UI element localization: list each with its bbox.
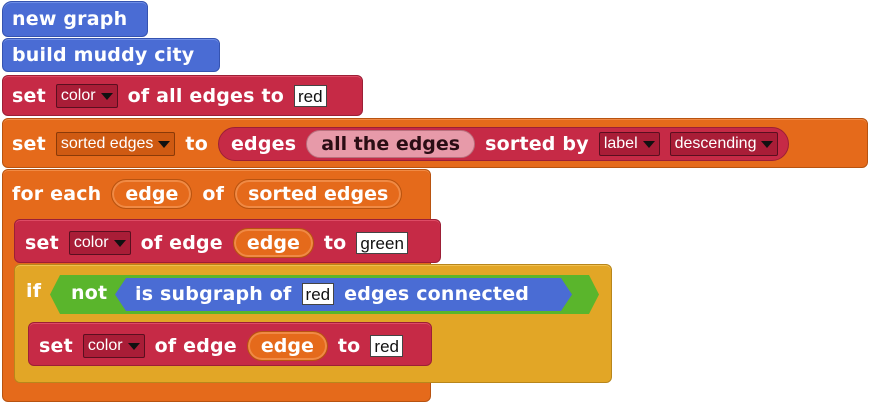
- for-each-label: for each: [12, 183, 102, 205]
- attribute-value: color: [87, 337, 123, 354]
- build-muddy-city-label: build muddy city: [12, 44, 195, 66]
- sort-order-value: descending: [674, 135, 757, 152]
- set-color-all-edges-block[interactable]: set color of all edges to red: [2, 75, 363, 116]
- set-sorted-edges-block[interactable]: set sorted edges to edges all the edges …: [2, 118, 868, 168]
- to-label: to: [323, 232, 347, 254]
- of-edge-label: of edge: [140, 232, 223, 254]
- chevron-down-icon: [642, 140, 655, 148]
- sort-order-dropdown[interactable]: descending: [669, 132, 779, 156]
- set-keyword: set: [39, 335, 73, 357]
- sorted-edges-reporter[interactable]: edges all the edges sorted by label desc…: [217, 127, 790, 161]
- edges-connected-label: edges connected: [344, 283, 530, 305]
- edges-label: edges: [230, 133, 297, 155]
- is-subgraph-predicate[interactable]: [115, 278, 572, 311]
- sorted-by-label: sorted by: [485, 133, 589, 155]
- chevron-down-icon: [100, 92, 113, 100]
- color-value-slot[interactable]: red: [301, 283, 335, 305]
- set-color-edge-red-block[interactable]: set color of edge edge to red: [28, 322, 432, 366]
- sort-key-value: label: [603, 135, 638, 152]
- attribute-value: color: [73, 234, 109, 251]
- all-the-edges-reporter[interactable]: all the edges: [306, 130, 476, 158]
- color-value-slot[interactable]: red: [294, 85, 327, 107]
- if-keyword: if: [26, 280, 42, 302]
- build-muddy-city-block[interactable]: build muddy city: [2, 38, 220, 72]
- to-label: to: [337, 335, 361, 357]
- attribute-value: color: [60, 87, 96, 104]
- attribute-dropdown[interactable]: color: [55, 84, 118, 108]
- is-subgraph-of-label: is subgraph of: [135, 283, 292, 305]
- variable-value: sorted edges: [60, 135, 154, 152]
- chevron-down-icon: [761, 140, 774, 148]
- chevron-down-icon: [158, 140, 171, 148]
- not-label: not: [71, 282, 108, 304]
- sort-key-dropdown[interactable]: label: [598, 132, 660, 156]
- of-all-edges-label: of all edges to: [127, 85, 285, 107]
- list-variable[interactable]: sorted edges: [234, 179, 403, 209]
- loop-variable[interactable]: edge: [111, 179, 193, 209]
- attribute-dropdown[interactable]: color: [82, 334, 145, 358]
- color-value-slot[interactable]: red: [370, 335, 403, 357]
- color-value-slot[interactable]: green: [356, 232, 408, 254]
- chevron-down-icon: [113, 239, 126, 247]
- of-edge-label: of edge: [154, 335, 237, 357]
- to-label: to: [185, 133, 208, 155]
- attribute-dropdown[interactable]: color: [68, 231, 131, 255]
- set-color-edge-green-block[interactable]: set color of edge edge to green: [14, 219, 441, 263]
- edge-variable[interactable]: edge: [232, 228, 314, 258]
- set-keyword: set: [12, 85, 46, 107]
- set-keyword: set: [25, 232, 59, 254]
- new-graph-block[interactable]: new graph: [2, 1, 148, 37]
- new-graph-label: new graph: [12, 8, 128, 30]
- variable-dropdown[interactable]: sorted edges: [55, 132, 176, 156]
- chevron-down-icon: [127, 342, 140, 350]
- of-label: of: [202, 183, 225, 205]
- edge-variable[interactable]: edge: [246, 331, 328, 361]
- set-keyword: set: [12, 133, 46, 155]
